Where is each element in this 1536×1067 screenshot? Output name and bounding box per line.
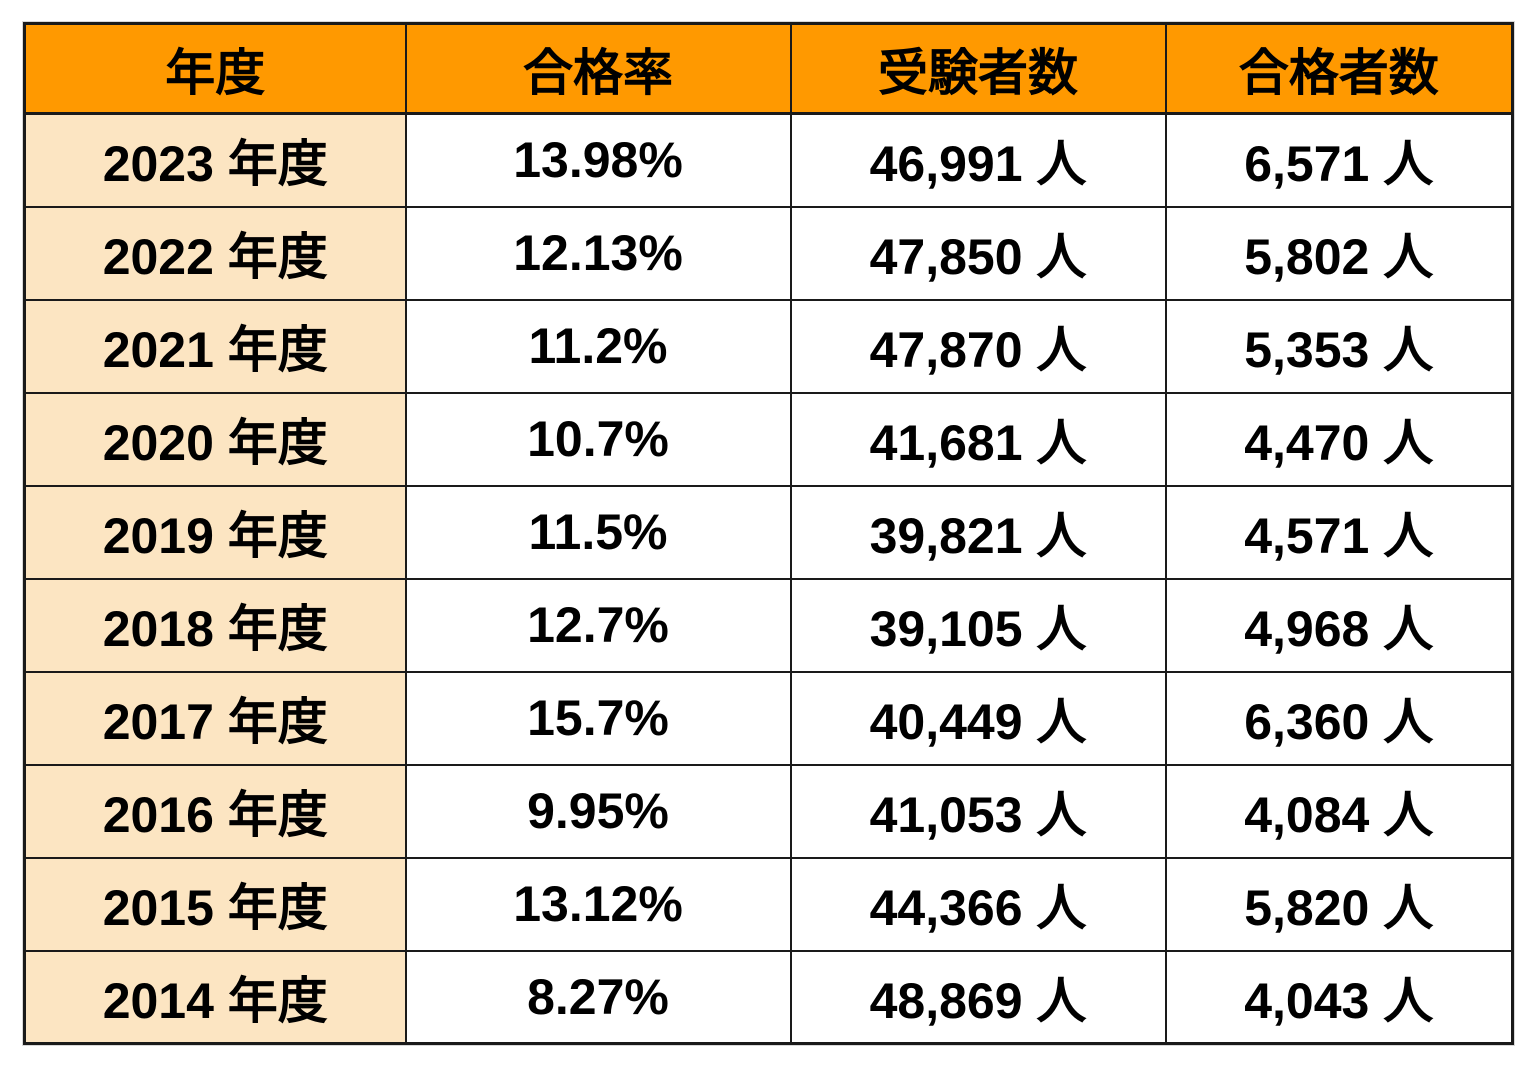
cell-passers: 4,968 人: [1164, 577, 1514, 673]
cell-passers: 4,470 人: [1164, 391, 1514, 487]
cell-examinees: 46,991 人: [789, 112, 1167, 208]
table-row: 2022 年度 12.13% 47,850 人 5,802 人: [23, 205, 1514, 301]
cell-pass-rate: 15.7%: [404, 670, 792, 766]
cell-examinees: 41,681 人: [789, 391, 1167, 487]
header-cell-examinees: 受験者数: [789, 22, 1167, 115]
table-row: 2019 年度 11.5% 39,821 人 4,571 人: [23, 484, 1514, 580]
cell-year: 2014 年度: [23, 949, 407, 1045]
cell-pass-rate: 9.95%: [404, 763, 792, 859]
cell-examinees: 39,105 人: [789, 577, 1167, 673]
pass-rate-table-container: 年度 合格率 受験者数 合格者数 2023 年度 13.98% 46,991 人…: [23, 22, 1514, 1045]
cell-pass-rate: 10.7%: [404, 391, 792, 487]
cell-examinees: 44,366 人: [789, 856, 1167, 952]
cell-examinees: 48,869 人: [789, 949, 1167, 1045]
cell-year: 2022 年度: [23, 205, 407, 301]
cell-pass-rate: 12.13%: [404, 205, 792, 301]
cell-pass-rate: 13.98%: [404, 112, 792, 208]
cell-passers: 4,084 人: [1164, 763, 1514, 859]
cell-passers: 6,571 人: [1164, 112, 1514, 208]
cell-examinees: 41,053 人: [789, 763, 1167, 859]
table-row: 2016 年度 9.95% 41,053 人 4,084 人: [23, 763, 1514, 859]
cell-passers: 4,043 人: [1164, 949, 1514, 1045]
cell-year: 2015 年度: [23, 856, 407, 952]
cell-pass-rate: 13.12%: [404, 856, 792, 952]
cell-year: 2019 年度: [23, 484, 407, 580]
cell-pass-rate: 11.2%: [404, 298, 792, 394]
cell-year: 2017 年度: [23, 670, 407, 766]
cell-pass-rate: 11.5%: [404, 484, 792, 580]
cell-pass-rate: 12.7%: [404, 577, 792, 673]
cell-passers: 6,360 人: [1164, 670, 1514, 766]
header-cell-pass-rate: 合格率: [404, 22, 792, 115]
table-row: 2018 年度 12.7% 39,105 人 4,968 人: [23, 577, 1514, 673]
cell-year: 2021 年度: [23, 298, 407, 394]
cell-passers: 5,820 人: [1164, 856, 1514, 952]
cell-year: 2016 年度: [23, 763, 407, 859]
exam-pass-rate-table: 年度 合格率 受験者数 合格者数 2023 年度 13.98% 46,991 人…: [23, 22, 1514, 1045]
cell-examinees: 47,870 人: [789, 298, 1167, 394]
cell-year: 2020 年度: [23, 391, 407, 487]
table-row: 2017 年度 15.7% 40,449 人 6,360 人: [23, 670, 1514, 766]
cell-pass-rate: 8.27%: [404, 949, 792, 1045]
cell-year: 2023 年度: [23, 112, 407, 208]
cell-examinees: 39,821 人: [789, 484, 1167, 580]
cell-examinees: 40,449 人: [789, 670, 1167, 766]
cell-examinees: 47,850 人: [789, 205, 1167, 301]
table-row: 2020 年度 10.7% 41,681 人 4,470 人: [23, 391, 1514, 487]
cell-passers: 5,353 人: [1164, 298, 1514, 394]
cell-passers: 5,802 人: [1164, 205, 1514, 301]
header-cell-year: 年度: [23, 22, 407, 115]
table-row: 2014 年度 8.27% 48,869 人 4,043 人: [23, 949, 1514, 1045]
table-row: 2023 年度 13.98% 46,991 人 6,571 人: [23, 112, 1514, 208]
header-cell-passers: 合格者数: [1164, 22, 1514, 115]
table-row: 2021 年度 11.2% 47,870 人 5,353 人: [23, 298, 1514, 394]
cell-passers: 4,571 人: [1164, 484, 1514, 580]
cell-year: 2018 年度: [23, 577, 407, 673]
table-row: 2015 年度 13.12% 44,366 人 5,820 人: [23, 856, 1514, 952]
header-row: 年度 合格率 受験者数 合格者数: [23, 22, 1514, 115]
